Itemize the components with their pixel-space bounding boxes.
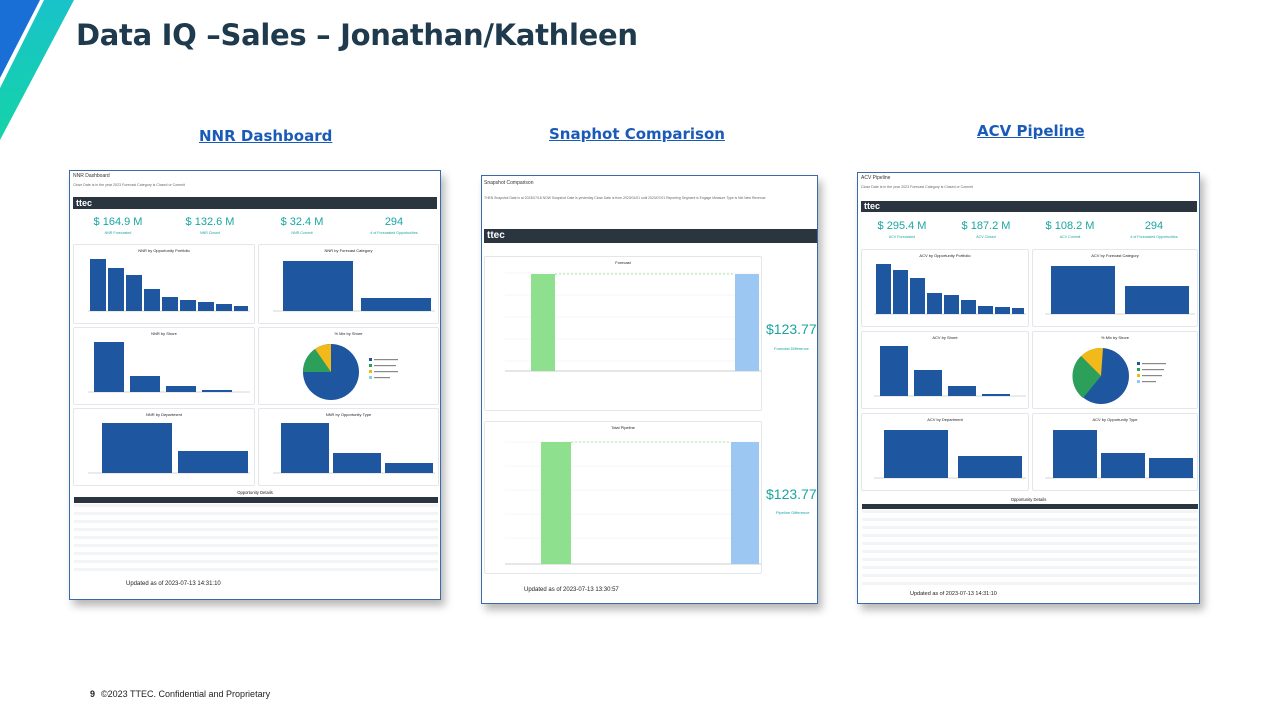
acv-updated-text: Updated as of 2023-07-13 14:31:10 [910,591,997,597]
acv-details-title: Opportunity Details [1010,497,1047,502]
pipeline-difference-label: Pipeline Difference [776,510,810,515]
acv-portfolio-panel: ACV by Opportunity Portfolio [861,249,1029,327]
nnr-mix-panel: % Mix by Shore [258,327,439,405]
nnr-details-title: Opportunity Details [237,490,273,495]
copyright-text: ©2023 TTEC. Confidential and Proprietary [101,689,271,699]
nnr-department-panel: NNR by Department [73,408,255,486]
acv-department-panel: ACV by Department [861,413,1029,491]
acv-portfolio-chart [874,264,1026,315]
nnr-updated-text: Updated as of 2023-07-13 14:31:10 [126,581,221,587]
nnr-dashboard-link[interactable]: NNR Dashboard [199,127,333,145]
nnr-department-chart [88,423,250,474]
nnr-shore-panel: NNR by Shore [73,327,255,405]
slide-title: Data IQ –Sales – Jonathan/Kathleen [76,18,638,52]
corner-accent [0,0,74,140]
acv-details-table-header [862,504,1198,509]
ttec-brand-bar: ttec [861,201,1197,212]
page-number: 9 [90,689,96,699]
acv-pipeline-title: ACV Pipeline [861,175,891,181]
nnr-forecast-panel: NNR by Forecast Category [258,244,439,324]
snapshot-comparison-thumbnail[interactable]: Snapshot Comparison THEN Snapshot Date i… [481,175,818,604]
acv-forecast-chart [1045,266,1195,315]
acv-mix-pie-chart [1072,347,1166,404]
snapshot-comparison-link[interactable]: Snaphot Comparison [549,125,725,143]
pipeline-waterfall-chart [505,441,761,565]
pipeline-difference-value: $123.776 M [766,486,817,502]
acv-pipeline-link[interactable]: ACV Pipeline [977,122,1085,140]
acv-pipeline-thumbnail[interactable]: ACV Pipeline Close Date is in the year 2… [857,172,1200,604]
nnr-closed-kpi: $ 132.6 M NNR Closed [185,216,235,235]
acv-commit-kpi: $ 108.2 M ACV Commit [1045,220,1095,239]
nnr-dashboard-thumbnail[interactable]: NNR Dashboard Close Date is in the year … [69,170,441,600]
nnr-portfolio-chart [88,259,250,312]
nnr-shore-chart [88,342,250,393]
nnr-opportunities-kpi: 294 # of Forecasted Opportunities [370,216,418,235]
nnr-filter-text: Close Date is in the year 2023 Forecast … [73,183,186,187]
snapshot-title: Snapshot Comparison [484,180,534,186]
forecast-difference-value: $123.776 M [766,321,817,337]
acv-filter-text: Close Date is in the year 2023 Forecast … [861,185,974,189]
nnr-opptype-panel: NNR by Opportunity Type [258,408,439,486]
nnr-mix-pie-chart [303,343,398,400]
acv-shore-chart [874,346,1026,397]
nnr-commit-kpi: $ 32.4 M NNR Commit [280,216,324,235]
acv-opptype-panel: ACV by Opportunity Type [1032,413,1198,491]
forecast-difference-label: Forecast Difference [774,346,809,351]
acv-mix-panel: % Mix by Shore [1032,331,1198,409]
nnr-forecasted-kpi: $ 164.9 M NNR Forecasted [93,216,143,235]
slide-footer: 9 ©2023 TTEC. Confidential and Proprietar… [90,689,270,699]
total-pipeline-panel: Total Pipeline [484,421,762,574]
acv-department-chart [874,430,1026,479]
nnr-portfolio-panel: NNR by Opportunity Portfolio [73,244,255,324]
acv-forecasted-kpi: $ 295.4 M ACV Forecasted [877,220,927,239]
acv-opptype-chart [1045,430,1195,479]
acv-opportunities-kpi: 294 # of Forecasted Opportunities [1130,220,1178,239]
ttec-brand-bar: ttec [73,197,437,209]
nnr-forecast-chart [273,261,435,312]
acv-forecast-panel: ACV by Forecast Category [1032,249,1198,327]
nnr-opptype-chart [273,423,435,474]
nnr-details-table-header [74,497,438,503]
forecast-waterfall-chart [505,272,761,372]
snapshot-updated-text: Updated as of 2023-07-13 13:30:57 [524,587,619,593]
snapshot-filter-text: THEN Snapshot Date is at 2023/07/18 NOW … [484,196,766,200]
acv-shore-panel: ACV by Shore [861,331,1029,409]
forecast-panel: Forecast [484,256,762,411]
acv-closed-kpi: $ 187.2 M ACV Closed [961,220,1011,239]
ttec-brand-bar: ttec [484,229,817,243]
nnr-dashboard-title: NNR Dashboard [73,173,110,179]
